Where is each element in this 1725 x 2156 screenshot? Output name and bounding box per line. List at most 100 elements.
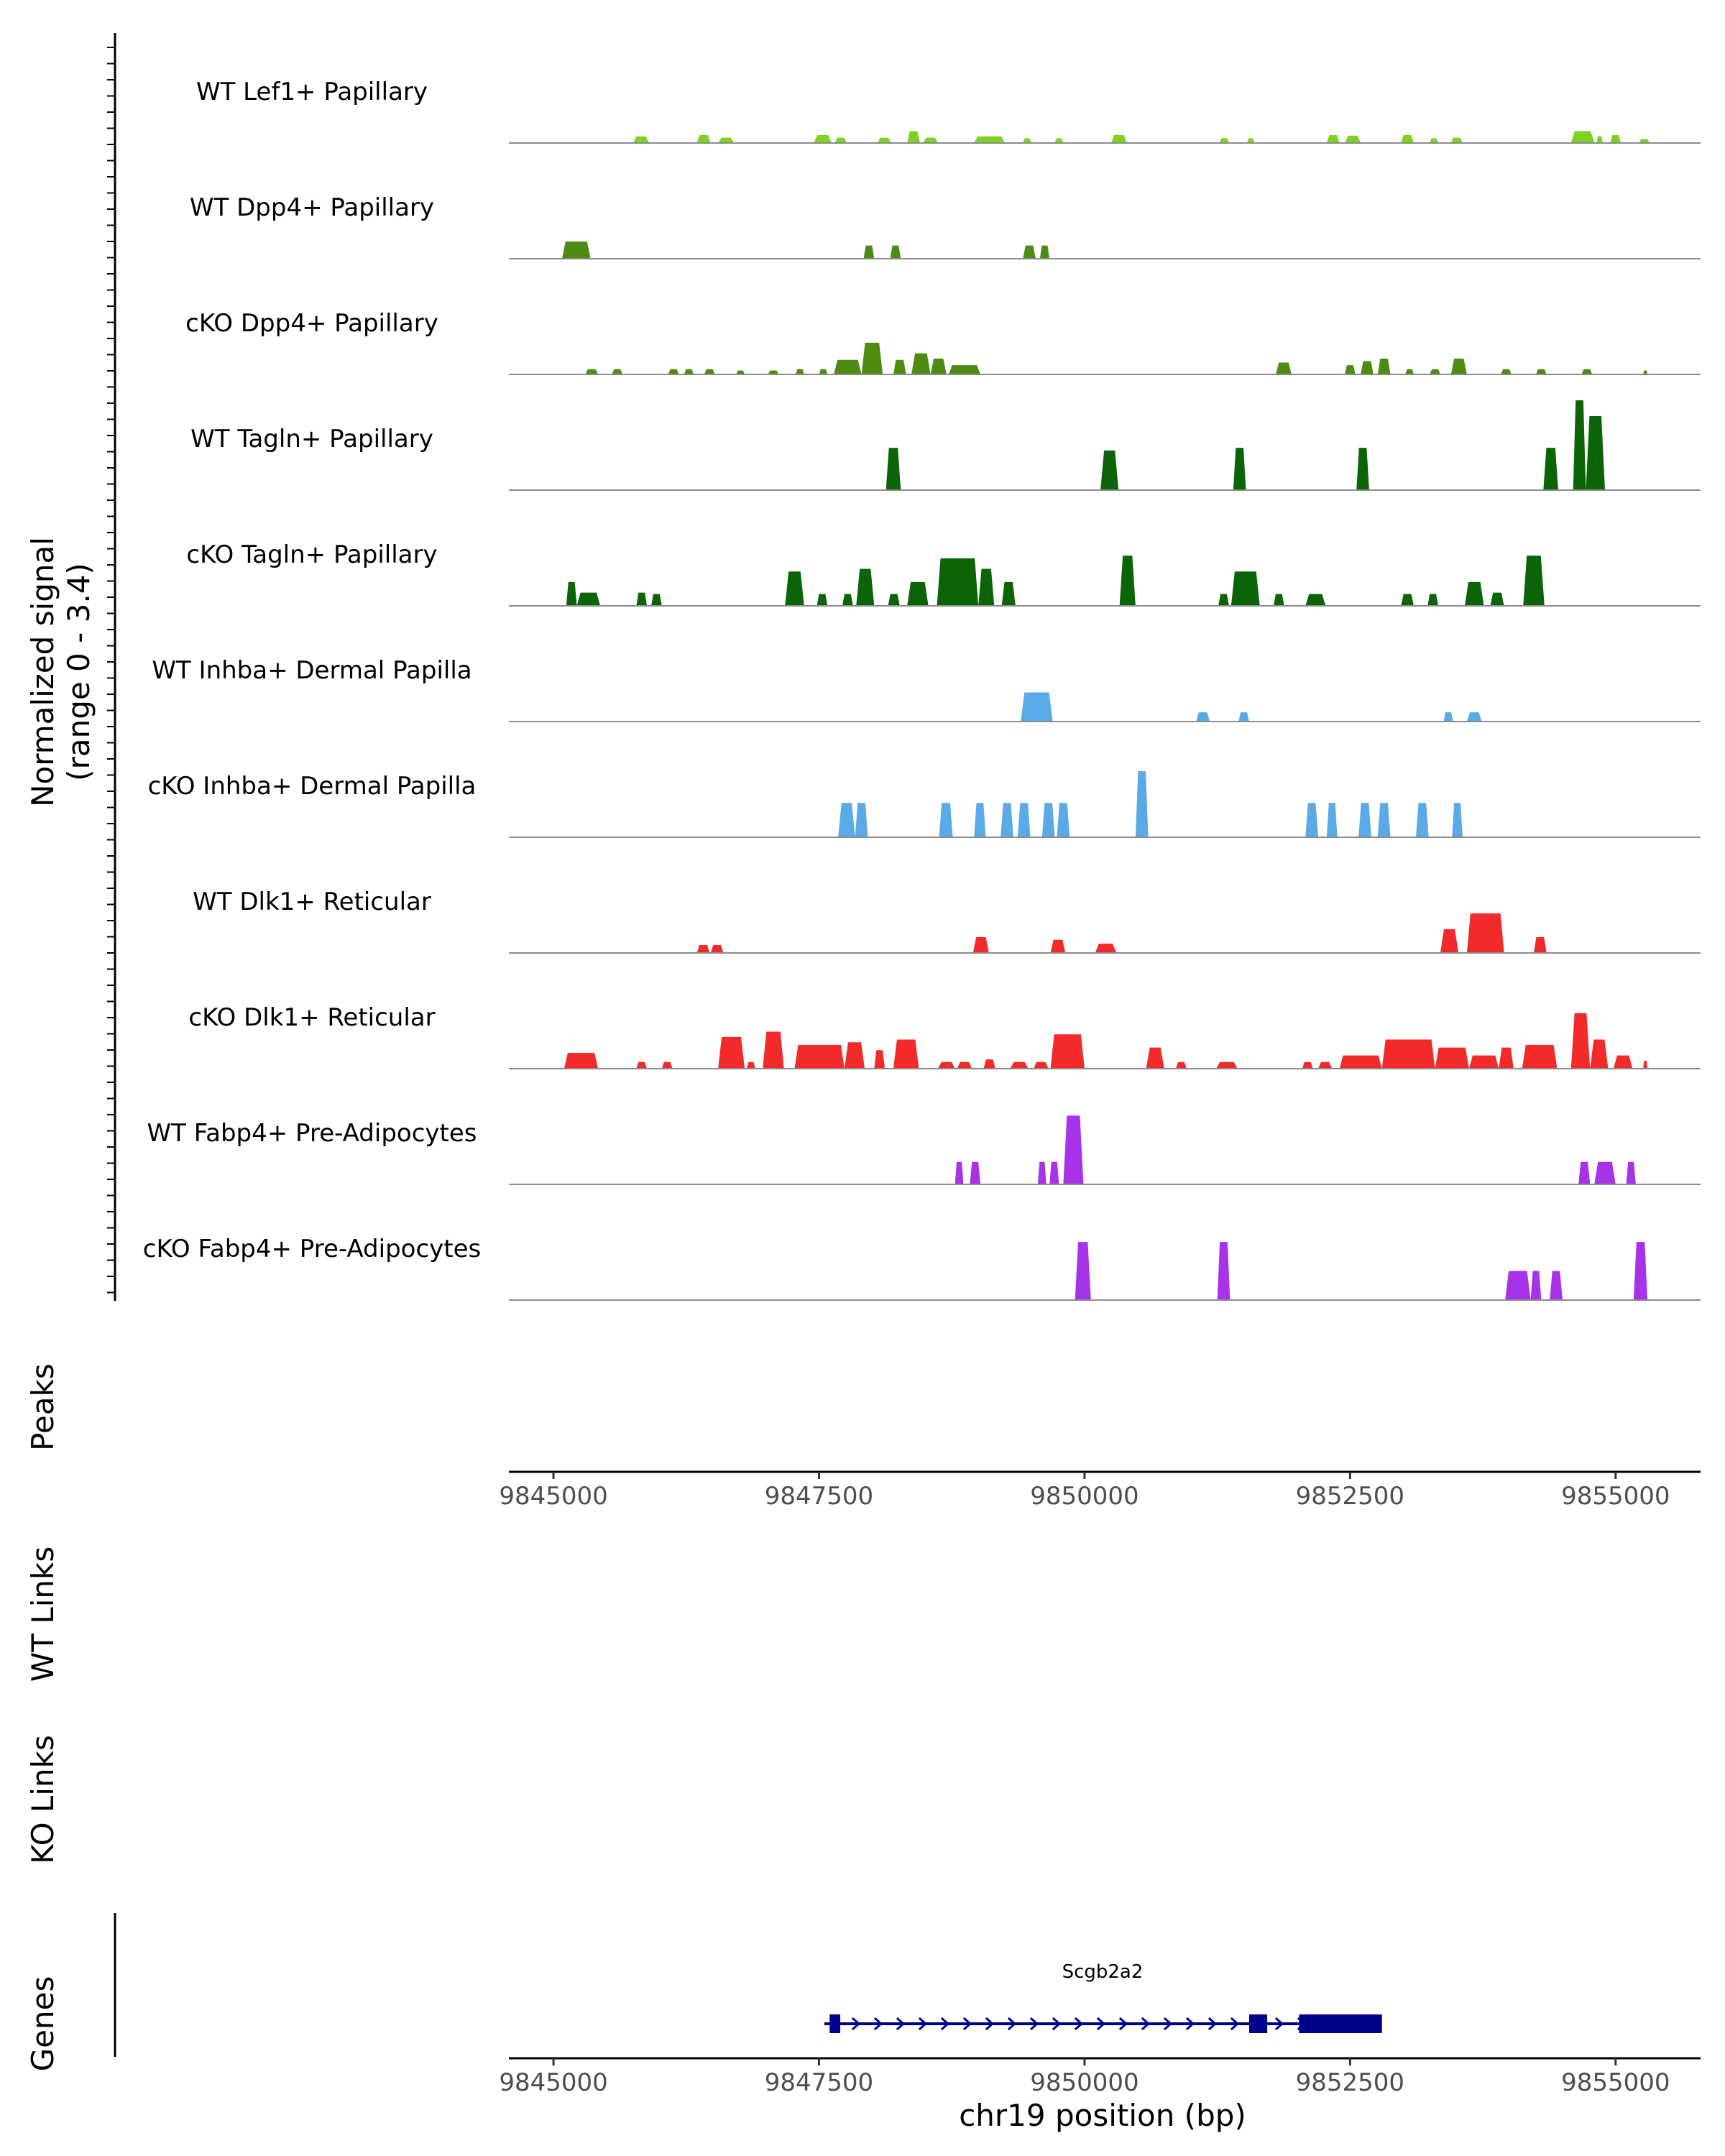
coverage-peak — [1033, 1061, 1049, 1069]
coverage-peak — [1135, 771, 1149, 837]
coverage-peak — [1023, 245, 1036, 259]
genes-label: Genes — [25, 1976, 60, 2072]
coverage-peak — [1639, 139, 1650, 143]
strand-arrow — [873, 2017, 883, 2031]
coverage-peak — [877, 137, 891, 143]
strand-arrow — [1230, 2017, 1240, 2031]
coverage-peak — [861, 342, 883, 374]
coverage-peak — [886, 448, 901, 490]
coverage-peak — [576, 592, 601, 606]
coverage-peak — [1361, 361, 1374, 374]
coverage-peak — [1017, 803, 1031, 837]
coverage-peak — [1021, 692, 1053, 722]
coverage-peak — [1633, 1242, 1648, 1300]
coverage-peak — [1339, 1055, 1382, 1069]
coverage-peak — [907, 131, 920, 143]
track: cKO Fabp4+ Pre-Adipocytes — [143, 1235, 1701, 1301]
coverage-peak — [1440, 929, 1459, 953]
coverage-peak — [893, 1039, 919, 1069]
gene-exon — [1248, 2014, 1268, 2033]
coverage-peak — [1464, 581, 1484, 606]
x-axis-title: chr19 position (bp) — [959, 2098, 1246, 2133]
y-axis-ticks — [107, 47, 115, 1294]
coverage-peak — [1326, 803, 1338, 837]
coverage-peak — [1218, 594, 1229, 606]
strand-arrow — [1208, 2017, 1218, 2031]
strand-arrow — [962, 2017, 972, 2031]
coverage-peak — [1450, 137, 1463, 143]
coverage-peak — [948, 365, 981, 374]
x-tick-label: 9855000 — [1561, 2068, 1670, 2097]
coverage-peak — [838, 803, 855, 837]
coverage-peak — [636, 592, 648, 606]
strand-arrow — [985, 2017, 995, 2031]
strand-arrow — [1163, 2017, 1173, 2031]
coverage-peak — [785, 571, 804, 606]
coverage-peak — [1275, 362, 1292, 374]
peaks-panel: Peaks 9845000 9847500 9850000 9852500 985500… — [25, 1363, 1701, 1511]
coverage-peak — [974, 136, 1006, 143]
track-label: cKO Inhba+ Dermal Papilla — [148, 772, 477, 801]
peaks-label: Peaks — [25, 1363, 60, 1451]
ko-links-label: KO Links — [25, 1735, 60, 1864]
coverage-peak — [1377, 803, 1391, 837]
coverage-peak — [1305, 803, 1319, 837]
coverage-peak — [1578, 1161, 1591, 1184]
track-label: WT Fabp4+ Pre-Adipocytes — [147, 1119, 477, 1148]
coverage-peak — [1570, 131, 1595, 143]
coverage-peak — [718, 1036, 745, 1069]
coverage-peak — [937, 1061, 955, 1069]
coverage-peak — [1075, 1242, 1091, 1300]
coverage-peak — [1450, 358, 1467, 374]
y-axis-title: Normalized signal — [25, 537, 60, 807]
coverage-peak — [1219, 138, 1229, 143]
strand-arrow — [1052, 2017, 1062, 2031]
coverage-peak — [1023, 138, 1032, 143]
coverage-peak — [1594, 1161, 1616, 1184]
coverage-peak — [1302, 1061, 1313, 1069]
coverage-peak — [1466, 712, 1482, 722]
coverage-peak — [1041, 803, 1055, 837]
coverage-peak — [1247, 138, 1255, 143]
coverage-peak — [930, 358, 947, 374]
coverage-peak — [710, 944, 724, 953]
coverage-peak — [1468, 1055, 1499, 1069]
coverage-peak — [923, 137, 938, 143]
coverage-peak — [1626, 1161, 1636, 1184]
coverage-peak — [696, 134, 711, 143]
coverage-peak — [1586, 416, 1606, 490]
coverage-peak — [972, 936, 989, 953]
coverage-peak — [970, 1161, 981, 1184]
coverage-peak — [974, 803, 986, 837]
coverage-peak — [1050, 1034, 1085, 1069]
coverage-peak — [1401, 134, 1414, 143]
wt-links-label: WT Links — [25, 1547, 60, 1682]
coverage-peak — [718, 137, 735, 143]
coverage-peak — [1443, 712, 1453, 722]
coverage-peak — [890, 245, 901, 259]
coverage-peak — [1305, 594, 1326, 606]
coverage-peak — [937, 558, 979, 606]
y-axis-range: (range 0 - 3.4) — [61, 563, 96, 781]
coverage-peak — [1452, 803, 1463, 837]
strand-arrow — [918, 2017, 928, 2031]
strand-arrow — [1274, 2017, 1284, 2031]
coverage-peak — [814, 134, 832, 143]
coverage-peak — [842, 594, 853, 606]
x-tick-label: 9845000 — [499, 1482, 607, 1511]
coverage-peak — [1590, 1039, 1609, 1069]
strand-arrow — [896, 2017, 906, 2031]
coverage-peak — [1176, 1061, 1187, 1069]
coverage-peak — [1430, 369, 1440, 374]
coverage-peak — [1415, 803, 1429, 837]
coverage-peak — [1100, 450, 1119, 490]
strand-arrow — [1096, 2017, 1106, 2031]
track: WT Inhba+ Dermal Papilla — [152, 656, 1701, 722]
track: cKO Inhba+ Dermal Papilla — [148, 771, 1701, 838]
strand-arrow — [1118, 2017, 1128, 2031]
coverage-peak — [893, 359, 906, 374]
coverage-peak — [1110, 134, 1128, 143]
coverage-peak — [1499, 1047, 1514, 1069]
coverage-peak — [1490, 592, 1504, 606]
coverage-peak — [1381, 1039, 1435, 1069]
